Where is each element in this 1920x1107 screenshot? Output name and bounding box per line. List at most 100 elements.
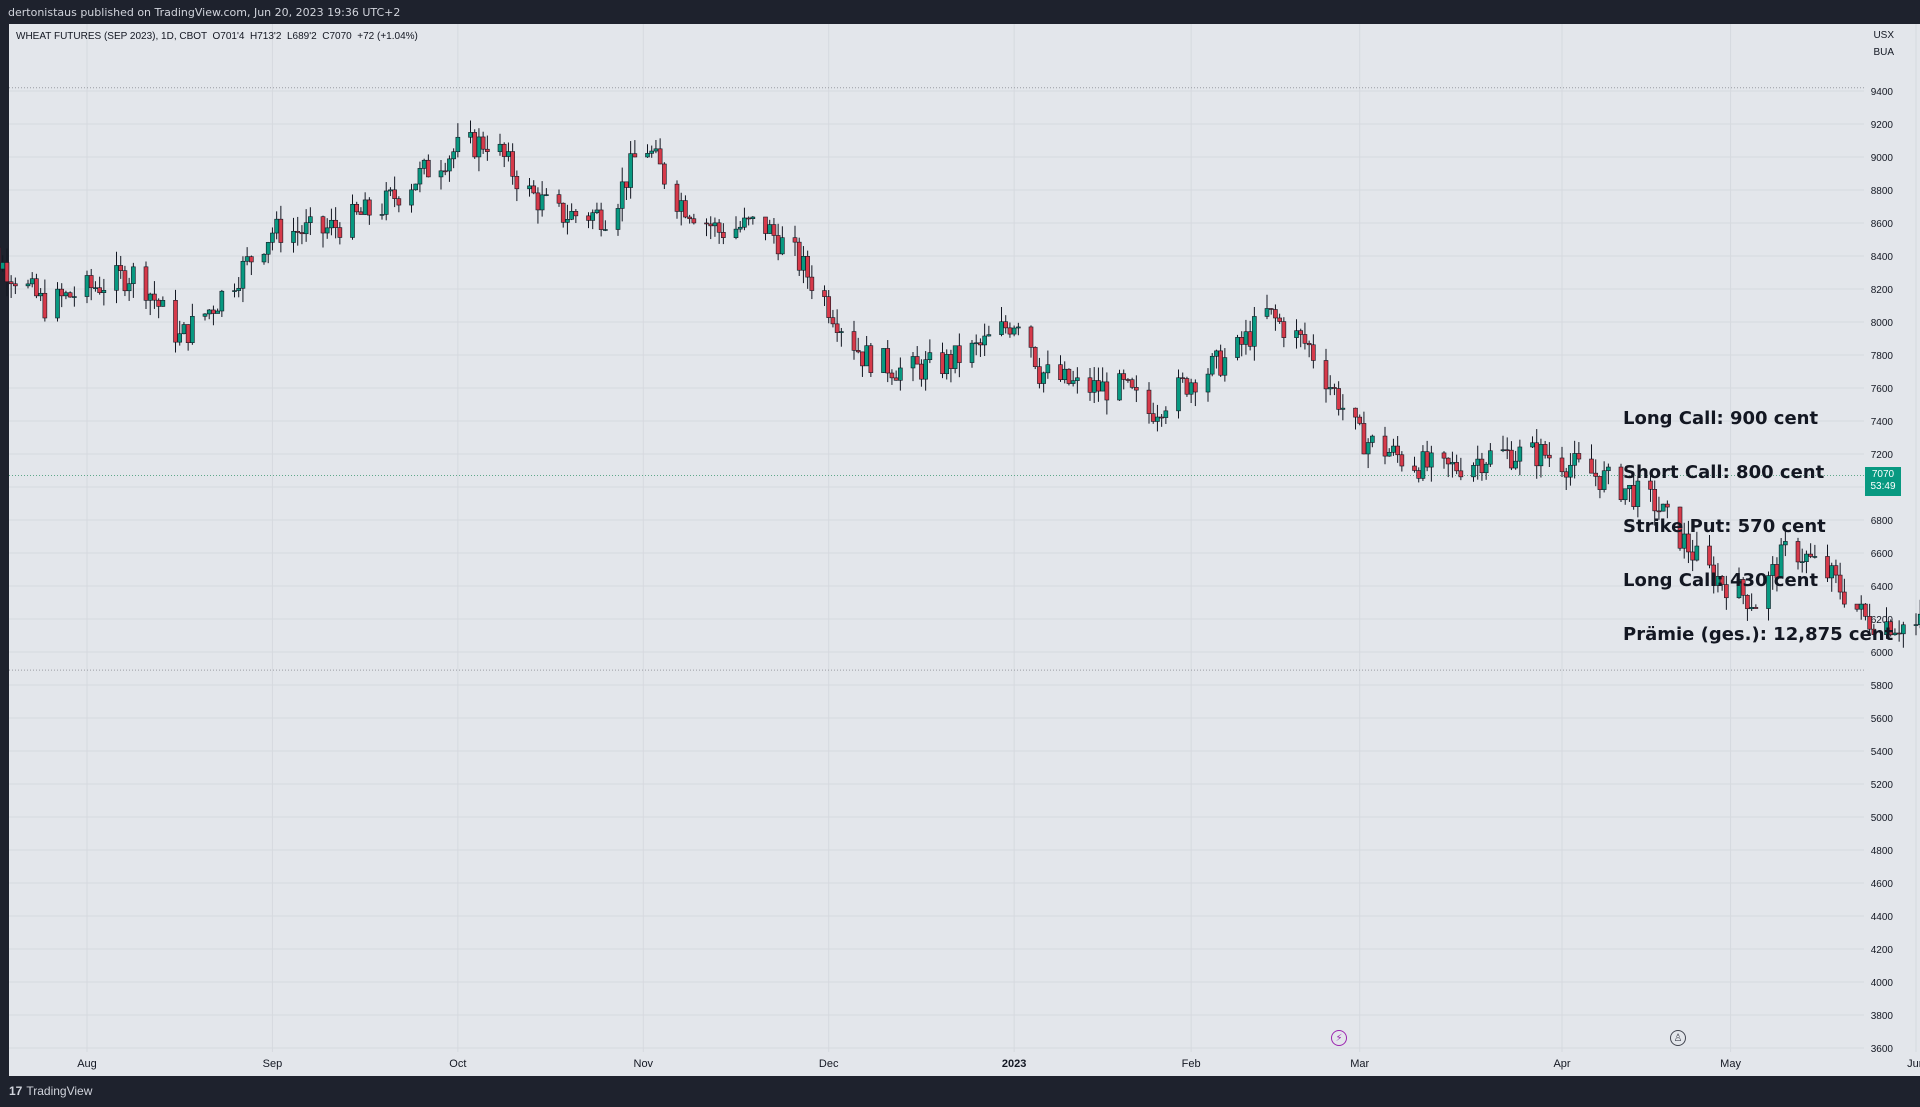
candle-body (1302, 334, 1308, 344)
candle-body (270, 232, 275, 243)
candle-body (13, 283, 18, 287)
candle-body (1445, 457, 1451, 465)
person-icon[interactable]: ♙ (1670, 1030, 1686, 1046)
candle-body (126, 283, 132, 292)
candle-body (885, 348, 891, 374)
candle-body (940, 352, 945, 375)
candle-body (1896, 632, 1902, 635)
candle-body (177, 333, 183, 343)
candle-body (1842, 591, 1847, 605)
y-tick-label: 7600 (1871, 384, 1894, 395)
candle-body (38, 292, 43, 297)
candle-body (809, 276, 815, 291)
symbol-legend: WHEAT FUTURES (SEP 2023), 1D, CBOT O701'… (16, 31, 418, 42)
candle-body (603, 229, 608, 231)
candle-body (893, 377, 899, 381)
candle-body (1222, 357, 1228, 376)
publish-header: dertonistaus published on TradingView.co… (0, 0, 1920, 24)
candle-body (1559, 457, 1565, 473)
candle-body (1045, 364, 1051, 374)
candle-body (143, 266, 149, 301)
candle-body (1075, 377, 1080, 381)
candle-body (451, 151, 456, 160)
candle-body (409, 189, 414, 206)
candle-body (236, 287, 242, 291)
candle-body (211, 309, 216, 314)
candle-body (350, 204, 355, 238)
tradingview-logo[interactable]: 17 TradingView (9, 1084, 92, 1098)
candle-body (834, 323, 840, 333)
x-tick-label: Apr (1553, 1058, 1570, 1070)
candle-body (261, 253, 267, 263)
candle-body (615, 208, 621, 230)
candle-body (733, 228, 739, 238)
candle-body (1306, 342, 1312, 346)
candle-body (1471, 465, 1476, 478)
candle-body (1016, 326, 1021, 329)
candle-body (1214, 350, 1219, 357)
candle-body (1660, 503, 1666, 512)
candle-body (1273, 309, 1278, 319)
y-tick-label: 8200 (1871, 285, 1894, 296)
candle-body (232, 290, 237, 292)
candle-body (1091, 380, 1097, 393)
candle-body (1631, 484, 1636, 507)
candle-body (645, 153, 650, 158)
candle-body (67, 292, 73, 298)
candle-body (4, 262, 10, 283)
candle-body (712, 222, 718, 227)
candle-body (442, 170, 448, 173)
candle-body (982, 335, 987, 346)
candle-body (1854, 603, 1860, 610)
lightning-icon[interactable]: ⚡ (1331, 1030, 1347, 1046)
candle-body (830, 317, 836, 325)
candle-body (1209, 355, 1215, 375)
candle-body (1622, 488, 1628, 501)
candle-body (93, 287, 98, 290)
y-tick-label: 5600 (1871, 714, 1894, 725)
candle-body (775, 235, 781, 255)
y-tick-label: 5800 (1871, 681, 1894, 692)
y-tick-label: 4400 (1871, 912, 1894, 923)
candle-body (1386, 451, 1392, 457)
candle-body (1547, 454, 1552, 459)
candle-body (1450, 462, 1455, 465)
candle-body (303, 222, 309, 235)
candle-body (1686, 533, 1691, 553)
candle-body (1517, 446, 1523, 462)
candle-body (662, 163, 667, 185)
candle-body (1563, 471, 1569, 478)
candle-body (1011, 327, 1017, 335)
candle-body (1458, 470, 1464, 478)
candle-body (792, 237, 798, 243)
candle-body (1572, 453, 1577, 466)
candle-body (910, 356, 916, 369)
candle-body (1837, 574, 1843, 593)
candle-body (919, 363, 924, 380)
candle-body (1812, 556, 1818, 558)
y-tick-label: 8600 (1871, 219, 1894, 230)
candle-body (396, 198, 402, 206)
candle-body (1193, 382, 1198, 393)
candle-body (308, 216, 313, 224)
candle-body (948, 354, 954, 369)
candle-body (1753, 607, 1759, 609)
candle-body (1412, 465, 1417, 471)
candle-body (801, 256, 806, 271)
candle-body (101, 290, 107, 293)
candle-body (438, 170, 444, 178)
candle-body (746, 217, 751, 220)
candle-body (944, 354, 950, 375)
candle-body (683, 200, 688, 218)
candle-body (219, 290, 225, 312)
candle-body (1677, 506, 1683, 549)
candle-body (1370, 435, 1375, 443)
candle-body (653, 148, 659, 152)
y-tick-label: 6000 (1871, 648, 1894, 659)
candle-body (539, 194, 545, 211)
y-tick-label: 7400 (1871, 417, 1894, 428)
chart-area[interactable] (9, 24, 1920, 1076)
annotation-short-call-800: Short Call: 800 cent (1623, 462, 1825, 483)
candle-body (1483, 463, 1489, 474)
